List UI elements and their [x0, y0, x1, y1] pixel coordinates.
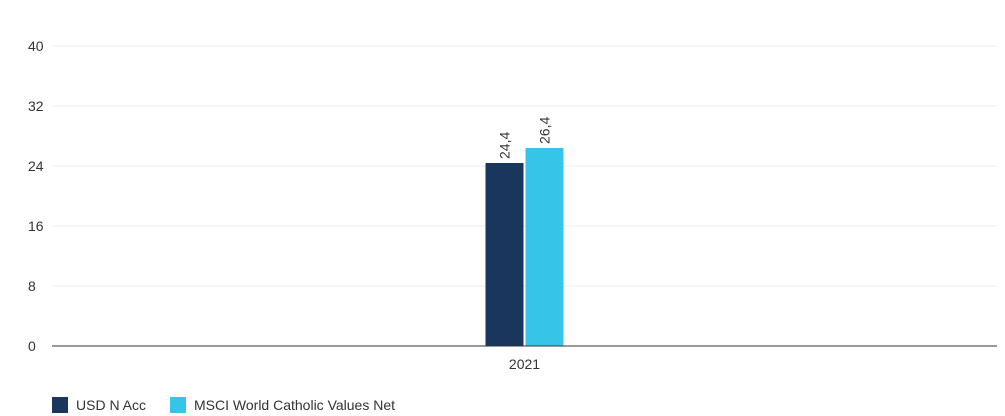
- y-tick-label: 16: [28, 218, 44, 234]
- y-tick-label: 40: [28, 38, 44, 54]
- y-axis-ticks: 0 8 16 24 32 40: [28, 38, 44, 354]
- bar-chart: 0 8 16 24 32 40 24,4 26,4 2021: [28, 38, 997, 372]
- legend-swatch-series-0: [52, 397, 68, 413]
- legend-label-series-0: USD N Acc: [76, 397, 147, 413]
- y-tick-label: 8: [28, 278, 36, 294]
- legend-item-series-0[interactable]: USD N Acc: [52, 397, 146, 413]
- x-tick-label: 2021: [509, 356, 540, 372]
- bar-series-1-2021[interactable]: [525, 148, 564, 346]
- gridlines: [52, 45, 997, 287]
- bars: [485, 148, 564, 346]
- y-tick-label: 32: [28, 98, 44, 114]
- y-tick-label: 24: [28, 158, 44, 174]
- data-label-series-0: 24,4: [497, 132, 513, 159]
- data-labels: 24,4 26,4: [497, 117, 553, 159]
- legend-swatch-series-1: [170, 397, 187, 413]
- legend-item-series-1[interactable]: MSCI World Catholic Values Net: [170, 397, 395, 413]
- legend-label-series-1: MSCI World Catholic Values Net: [194, 397, 396, 413]
- data-label-series-1: 26,4: [537, 117, 553, 144]
- bar-series-0-2021[interactable]: [485, 163, 524, 346]
- y-tick-label: 0: [28, 338, 36, 354]
- legend: USD N Acc MSCI World Catholic Values Net: [52, 397, 419, 413]
- x-axis: 2021: [52, 345, 997, 372]
